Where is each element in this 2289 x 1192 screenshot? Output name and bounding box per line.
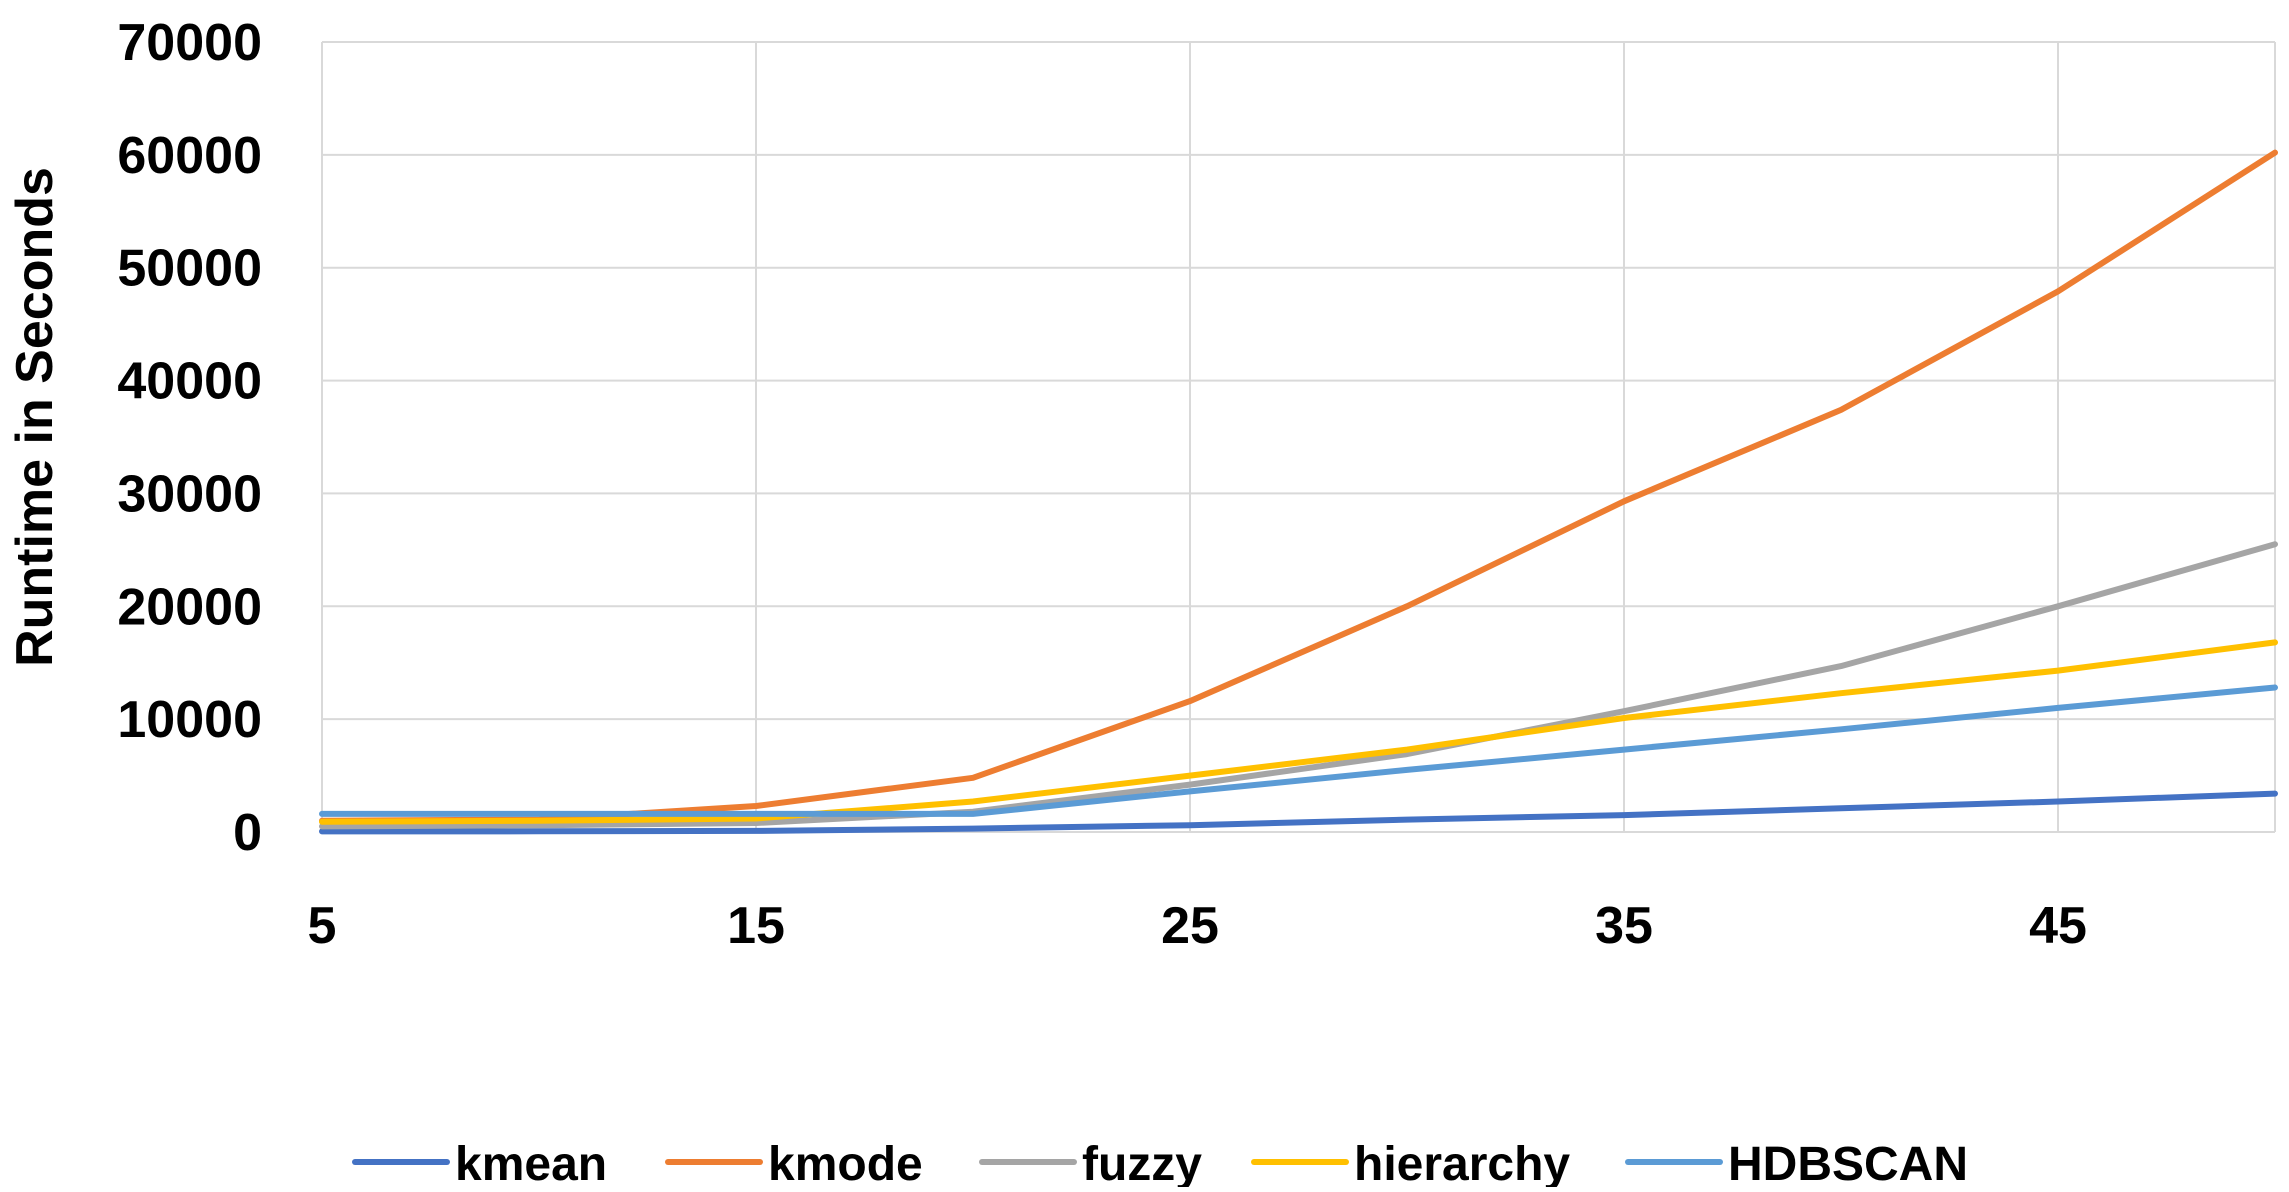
- y-tick-label: 50000: [117, 240, 262, 298]
- series-line-kmean: [319, 790, 2278, 835]
- legend-label: fuzzy: [1082, 1138, 1202, 1187]
- y-tick-label: 20000: [117, 578, 262, 636]
- y-tick-label: 40000: [117, 353, 262, 411]
- y-axis-tick-labels: 0 10000 20000 30000 40000 50000 60000 70000: [117, 14, 262, 862]
- y-tick-label: 0: [233, 804, 262, 862]
- x-tick-label: 35: [1595, 897, 1653, 955]
- legend-item-fuzzy: fuzzy: [979, 1138, 1202, 1191]
- legend-label: hierarchy: [1354, 1138, 1570, 1187]
- x-tick-label: 45: [2029, 897, 2087, 955]
- legend: kmean kmode fuzzy hierarchy HDBSCAN: [352, 1138, 1968, 1191]
- series-line-hdbscan: [319, 684, 2278, 817]
- y-tick-label: 10000: [117, 691, 262, 749]
- grid-lines: [321, 41, 2276, 833]
- legend-label: kmean: [455, 1138, 607, 1187]
- legend-label: kmode: [768, 1138, 923, 1187]
- y-tick-label: 30000: [117, 465, 262, 523]
- y-tick-label: 70000: [117, 14, 262, 72]
- legend-item-kmode: kmode: [665, 1138, 923, 1191]
- legend-item-hierarchy: hierarchy: [1251, 1138, 1570, 1191]
- series-lines: [319, 149, 2278, 835]
- x-tick-label: 25: [1161, 897, 1219, 955]
- x-tick-label: 15: [727, 897, 785, 955]
- series-line-hierarchy: [319, 639, 2278, 825]
- legend-item-hdbscan: HDBSCAN: [1625, 1138, 1968, 1191]
- x-tick-label: 5: [308, 897, 337, 955]
- x-axis-tick-labels: 5 15 25 35 45: [308, 897, 2087, 955]
- legend-label: HDBSCAN: [1728, 1138, 1968, 1187]
- legend-item-kmean: kmean: [352, 1138, 607, 1191]
- y-tick-label: 60000: [117, 127, 262, 185]
- series-line-fuzzy: [319, 541, 2278, 830]
- series-line-kmode: [319, 149, 2278, 824]
- y-axis-title: Runtime in Seconds: [6, 167, 64, 667]
